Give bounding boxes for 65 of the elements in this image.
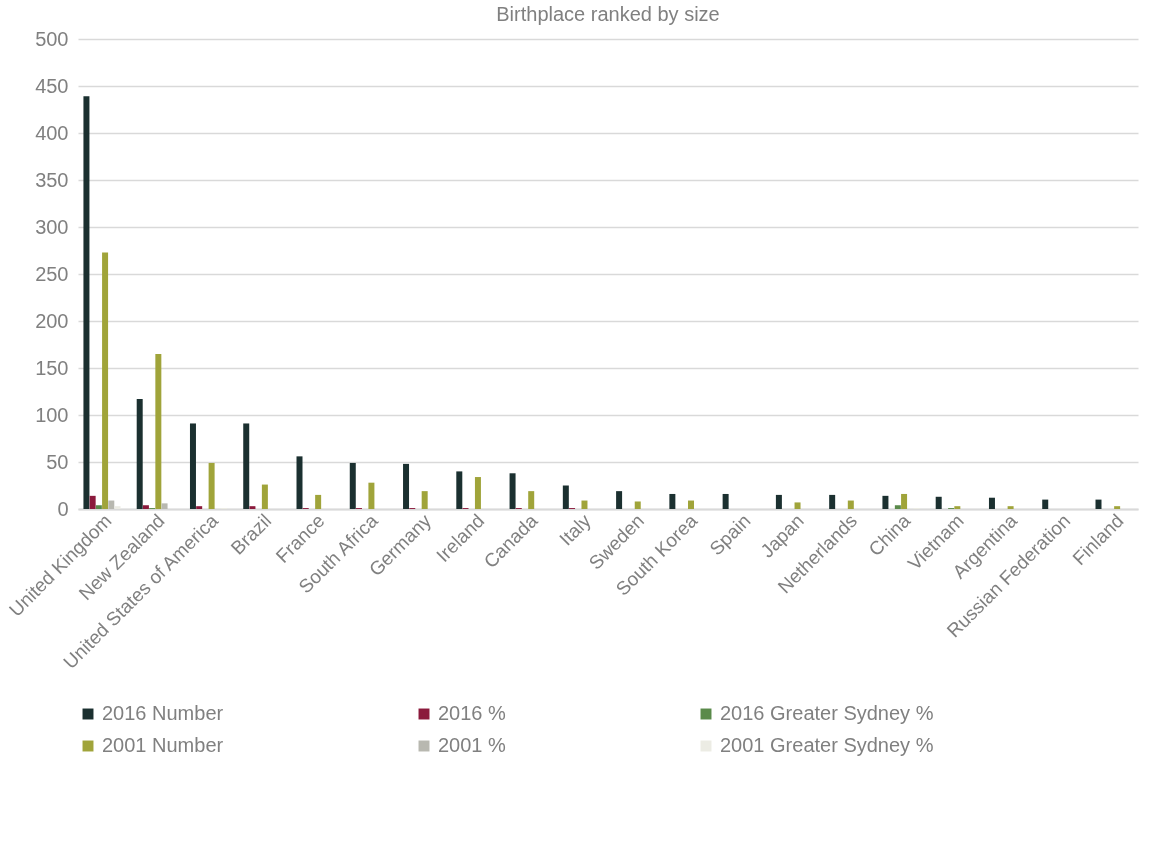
y-tick-label: 450 bbox=[35, 74, 69, 97]
legend-label: 2016 Number bbox=[102, 702, 224, 724]
bar bbox=[296, 456, 303, 509]
y-tick-label: 400 bbox=[35, 121, 69, 144]
bar bbox=[421, 491, 428, 509]
bar bbox=[474, 477, 481, 509]
y-tick-label: 150 bbox=[35, 356, 69, 379]
bar bbox=[935, 496, 942, 509]
bar bbox=[249, 506, 256, 509]
bar bbox=[142, 505, 149, 509]
bar bbox=[102, 252, 109, 509]
bar bbox=[669, 493, 676, 509]
bar bbox=[562, 485, 569, 509]
y-tick-label: 200 bbox=[35, 309, 69, 332]
y-tick-label: 300 bbox=[35, 215, 69, 238]
legend-label: 2001 Greater Sydney % bbox=[720, 734, 934, 756]
bar bbox=[1007, 506, 1014, 509]
y-tick-label: 50 bbox=[46, 450, 69, 473]
bar bbox=[189, 423, 196, 509]
bar bbox=[83, 96, 90, 509]
bar bbox=[894, 505, 901, 509]
legend-label: 2016 % bbox=[438, 702, 507, 724]
bar bbox=[161, 503, 168, 509]
bar bbox=[243, 423, 250, 509]
bar bbox=[847, 500, 854, 509]
bar bbox=[349, 462, 356, 509]
legend-label: 2001 Number bbox=[102, 734, 224, 756]
bar bbox=[581, 500, 588, 509]
bar bbox=[155, 353, 162, 509]
bar bbox=[528, 491, 535, 509]
bar bbox=[634, 501, 641, 509]
chart-title: Birthplace ranked by size bbox=[496, 3, 720, 25]
bar bbox=[403, 463, 410, 509]
bar bbox=[829, 494, 836, 509]
bar bbox=[509, 473, 516, 509]
bar bbox=[775, 494, 782, 509]
bar bbox=[89, 495, 96, 509]
bar bbox=[136, 399, 143, 509]
bar bbox=[688, 500, 695, 509]
bar bbox=[208, 462, 215, 509]
bar bbox=[1114, 506, 1121, 509]
legend-label: 2001 % bbox=[438, 734, 507, 756]
y-tick-label: 0 bbox=[57, 497, 69, 520]
bar bbox=[456, 471, 463, 509]
bar bbox=[988, 497, 995, 509]
bar bbox=[616, 491, 623, 509]
y-tick-label: 100 bbox=[35, 403, 69, 426]
bar bbox=[95, 505, 102, 509]
legend-label: 2016 Greater Sydney % bbox=[720, 702, 934, 724]
bar bbox=[368, 482, 375, 509]
bar bbox=[722, 493, 729, 509]
bar bbox=[108, 500, 115, 509]
bar bbox=[1095, 499, 1102, 509]
y-tick-label: 350 bbox=[35, 168, 69, 191]
y-tick-label: 500 bbox=[35, 27, 69, 50]
bar bbox=[794, 502, 801, 509]
bar bbox=[1042, 499, 1049, 509]
bar bbox=[196, 506, 203, 509]
x-tick-label: Italy bbox=[555, 509, 596, 550]
bar bbox=[954, 506, 961, 509]
bar bbox=[901, 493, 908, 509]
bar bbox=[261, 484, 268, 509]
bar bbox=[882, 495, 889, 509]
bar bbox=[315, 494, 322, 509]
y-tick-label: 250 bbox=[35, 262, 69, 285]
